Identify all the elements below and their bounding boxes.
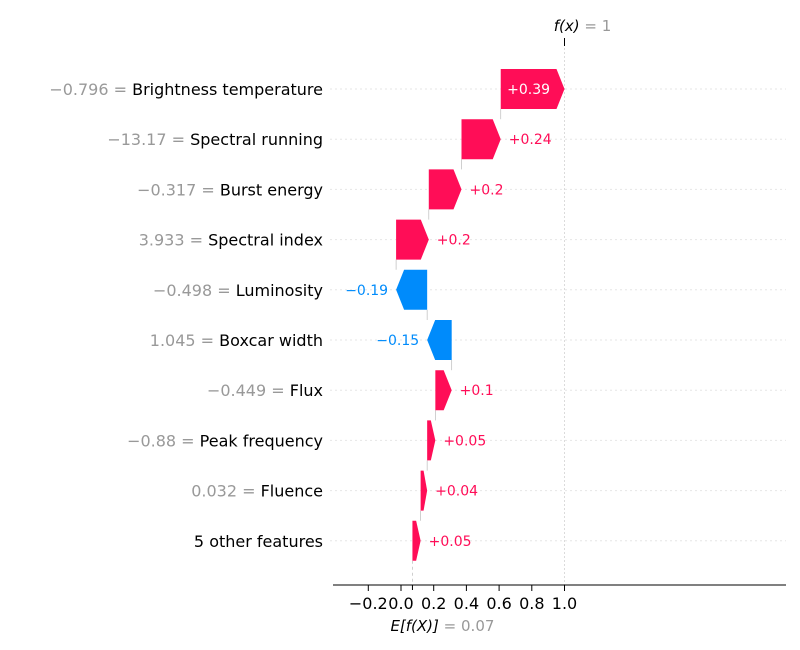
feature-name: 5 other features — [194, 532, 323, 551]
base-value-label: E[f(X)] = 0.07 — [390, 617, 494, 635]
bars: +0.39 +0.24 +0.2 +0.2 −0.19 −0.15 +0.1 +0.05 +0.… — [345, 69, 565, 561]
feature-name: Burst energy — [220, 180, 323, 199]
output-value: 1 — [602, 17, 612, 35]
feature-value: −13.17 = — [107, 130, 190, 149]
feature-value: −0.88 = — [127, 431, 200, 450]
feature-name: Spectral running — [190, 130, 323, 149]
base-value: 0.07 — [461, 617, 494, 635]
base-equals: = — [444, 617, 461, 635]
feature-label: 5 other features — [194, 532, 323, 551]
feature-label: 3.933 = Spectral index — [139, 231, 323, 250]
x-tick-label: 0.4 — [454, 594, 479, 613]
bar-positive — [420, 470, 428, 511]
feature-name: Boxcar width — [219, 331, 323, 350]
x-tick-label: 1.0 — [552, 594, 577, 613]
bar-value-label: +0.39 — [507, 82, 550, 98]
bar-negative — [396, 269, 428, 310]
bar-positive — [435, 370, 452, 411]
feature-name: Peak frequency — [200, 431, 323, 450]
x-tick-label: 0.0 — [388, 594, 413, 613]
feature-name: Luminosity — [236, 281, 323, 300]
x-tick-label: 0.2 — [421, 594, 446, 613]
output-value-label: f(x) = 1 — [554, 17, 612, 35]
feature-label: −0.88 = Peak frequency — [127, 431, 323, 450]
feature-value: 0.032 = — [191, 482, 260, 501]
bar-positive — [428, 169, 462, 210]
output-annotation: f(x) = 1 — [554, 17, 612, 46]
feature-label: −13.17 = Spectral running — [107, 130, 323, 149]
connector-lines — [395, 48, 565, 585]
bar-value-label: +0.2 — [469, 182, 503, 198]
x-tick-label: 0.6 — [486, 594, 511, 613]
bar-value-label: +0.2 — [437, 233, 471, 249]
base-label: E[f(X)] — [390, 617, 439, 635]
feature-name: Fluence — [261, 482, 323, 501]
bar-value-label: +0.04 — [435, 484, 478, 500]
x-axis: −0.2 0.0 0.2 0.4 0.6 0.8 1.0 — [333, 584, 786, 613]
feature-name: Brightness temperature — [132, 80, 323, 99]
feature-value: 3.933 = — [139, 231, 208, 250]
feature-label: −0.498 = Luminosity — [153, 281, 323, 300]
bar-positive — [412, 520, 421, 561]
x-tick-label: −0.2 — [349, 594, 388, 613]
feature-value: −0.498 = — [153, 281, 236, 300]
bar-positive — [427, 420, 436, 461]
x-tick-label: 0.8 — [519, 594, 544, 613]
output-equals: = — [584, 17, 601, 35]
bar-positive — [396, 219, 429, 260]
bar-value-label: +0.05 — [429, 534, 472, 550]
feature-labels: −0.796 = Brightness temperature −13.17 = … — [49, 80, 323, 551]
bar-value-label: −0.15 — [376, 333, 419, 349]
bar-positive — [461, 119, 501, 160]
feature-label: 1.045 = Boxcar width — [150, 331, 323, 350]
feature-label: −0.317 = Burst energy — [137, 180, 323, 199]
bar-value-label: +0.05 — [443, 433, 486, 449]
bar-value-label: +0.24 — [509, 132, 552, 148]
feature-name: Spectral index — [208, 231, 323, 250]
feature-value: −0.449 = — [207, 381, 290, 400]
row-gridlines — [330, 88, 786, 542]
bar-negative — [427, 320, 452, 360]
bar-value-label: −0.19 — [345, 283, 388, 299]
base-annotation: E[f(X)] = 0.07 — [390, 617, 494, 635]
feature-name: Flux — [290, 381, 323, 400]
output-label: f(x) — [554, 17, 580, 35]
feature-value: −0.796 = — [49, 80, 132, 99]
feature-value: 1.045 = — [150, 331, 219, 350]
bar-positive — [500, 69, 565, 109]
bar-value-label: +0.1 — [460, 383, 494, 399]
feature-label: −0.449 = Flux — [207, 381, 323, 400]
feature-value: −0.317 = — [137, 180, 220, 199]
feature-label: 0.032 = Fluence — [191, 482, 323, 501]
feature-label: −0.796 = Brightness temperature — [49, 80, 323, 99]
